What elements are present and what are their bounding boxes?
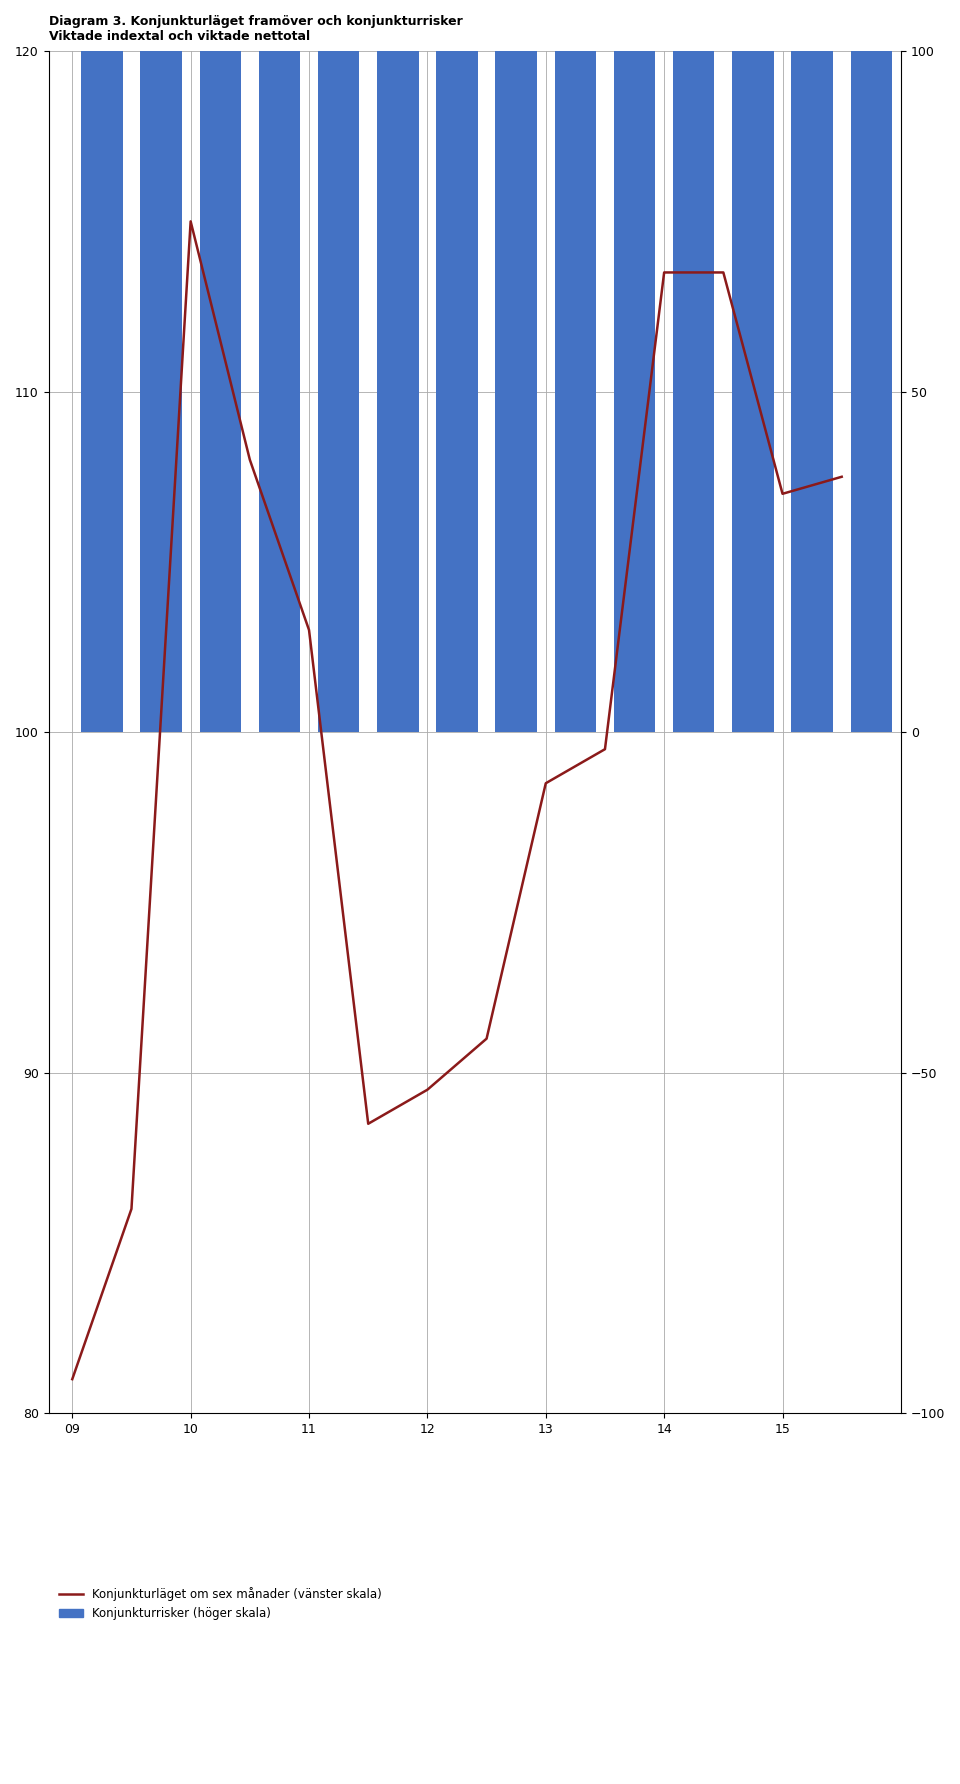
Bar	[495, 0, 537, 731]
Legend: Konjunkturläget om sex månader (vänster skala), Konjunkturrisker (höger skala): Konjunkturläget om sex månader (vänster …	[55, 1582, 387, 1625]
Bar	[732, 0, 774, 731]
Bar	[377, 0, 419, 731]
Bar	[791, 0, 833, 731]
Bar	[200, 0, 241, 731]
Text: Diagram 3. Konjunkturläget framöver och konjunkturrisker
Viktade indextal och vi: Diagram 3. Konjunkturläget framöver och …	[49, 14, 463, 43]
Bar	[258, 0, 300, 731]
Bar	[318, 0, 359, 731]
Bar	[140, 0, 181, 731]
Bar	[613, 0, 656, 731]
Bar	[82, 0, 123, 731]
Bar	[673, 0, 714, 731]
Bar	[851, 0, 892, 731]
Bar	[436, 0, 478, 731]
Bar	[555, 0, 596, 731]
